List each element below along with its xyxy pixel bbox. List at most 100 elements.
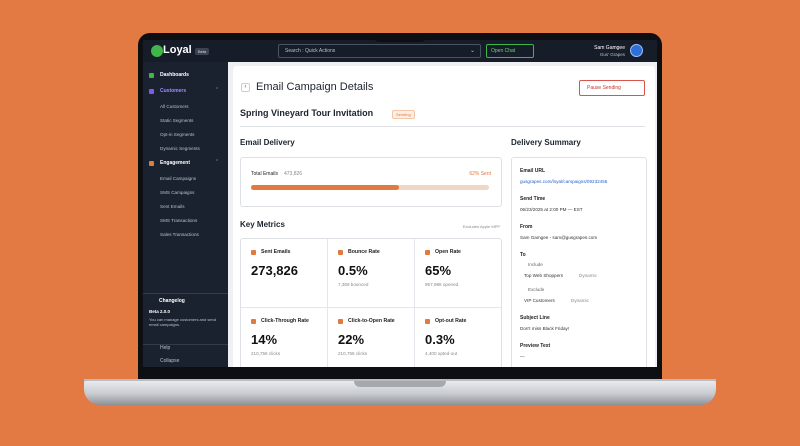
delivery-box: Total Emails 473,826 62% Sent [240, 157, 502, 207]
search-placeholder: Search : Quick Actions [285, 48, 336, 54]
changelog-title[interactable]: Changelog [159, 298, 185, 304]
metric-label: Bounce Rate [348, 249, 380, 255]
summary-box: Email URL gusgrapes.com/loyal/campaigns/… [511, 157, 647, 367]
include-segment[interactable]: Top Web Shoppers [524, 273, 563, 278]
send-time: 06/23/2025 at 2:00 PM — EST [520, 207, 583, 212]
email-url[interactable]: gusgrapes.com/loyal/campaigns/09232456 [520, 179, 608, 184]
nav-item[interactable]: All Customers [160, 104, 189, 109]
open-chat-button[interactable]: Open Chat [486, 44, 534, 58]
search-chevron: ⌄ [469, 48, 475, 54]
metric-detail: 210,756 clicks [338, 351, 368, 356]
nav-item[interactable]: Dynamic Segments [160, 146, 200, 151]
metric-icon [425, 319, 430, 324]
changelog-panel: Changelog Beta 2.0.0 You can manage cust… [143, 293, 228, 345]
metric-icon [338, 250, 343, 255]
metric-value: 0.5% [338, 263, 368, 278]
nav-section[interactable]: Engagement [160, 160, 191, 166]
nav-caret: ⌃ [215, 87, 220, 93]
search-box[interactable]: Search : Quick Actions ⌄ [278, 44, 481, 58]
divider [240, 126, 645, 127]
nav-item[interactable]: SMS Transactions [160, 218, 198, 223]
nav-caret: ⌃ [215, 159, 220, 165]
nav-icon [149, 89, 154, 94]
exclude-label: Exclude [528, 287, 545, 292]
metric-label: Click-Through Rate [261, 318, 309, 324]
metric-detail: 4,400 opted-out [425, 351, 458, 356]
field-label: To [520, 252, 526, 258]
sidebar: Changelog Beta 2.0.0 You can manage cust… [143, 62, 228, 367]
metric-card: Click-Through Rate 14% 210,756 clicks [241, 308, 328, 367]
sent-label: 62% Sent [469, 171, 491, 177]
user-org: Gus' Grapes [599, 52, 625, 57]
field-label: Send Time [520, 196, 546, 202]
metric-label: Sent Emails [261, 249, 291, 255]
metric-card: Bounce Rate 0.5% 7,369 bounced [328, 239, 415, 308]
field-label: Preview Text [520, 343, 551, 349]
pause-sending-label: Pause Sending [587, 85, 621, 91]
campaign-name: Spring Vineyard Tour Invitation [240, 108, 374, 118]
logo[interactable]: Loyal [163, 44, 192, 56]
metric-icon [251, 319, 256, 324]
nav-item[interactable]: Opt-in Segments [160, 132, 195, 137]
metric-value: 0.3% [425, 332, 455, 347]
metric-card: Open Rate 65% 957,986 opened [415, 239, 501, 308]
metric-detail: 957,986 opened [425, 282, 459, 287]
metric-icon [425, 250, 430, 255]
nav-item[interactable]: Static Segments [160, 118, 194, 123]
section-heading: Email Delivery [240, 138, 295, 147]
total-emails: 473,826 [284, 171, 303, 177]
include-type: Dynamic [579, 273, 597, 278]
laptop-opening [354, 381, 446, 387]
metric-label: Opt-out Rate [435, 318, 467, 324]
beta-badge: Beta [195, 48, 210, 55]
back-button[interactable]: ‹ [241, 83, 250, 92]
collapse-link[interactable]: Collapse [160, 358, 180, 364]
metric-value: 22% [338, 332, 365, 347]
progress-fill [251, 185, 399, 190]
changelog-version: Beta 2.0.0 [149, 309, 171, 314]
page-title: Email Campaign Details [256, 81, 374, 93]
nav-item[interactable]: Email Campaigns [160, 176, 196, 181]
nav-item[interactable]: SMS Campaigns [160, 190, 195, 195]
avatar[interactable] [630, 44, 643, 57]
top-bar: Loyal Beta Search : Quick Actions ⌄ Open… [143, 40, 657, 62]
open-chat-label: Open Chat [491, 48, 516, 54]
pause-sending-button[interactable]: Pause Sending [579, 80, 645, 96]
exclude-type: Dynamic [571, 298, 589, 303]
exclude-segment[interactable]: VIP Customers [524, 298, 555, 303]
status-badge: Sending [392, 110, 415, 119]
include-label: Include [528, 262, 543, 267]
progress-track [251, 185, 489, 190]
metric-card: Opt-out Rate 0.3% 4,400 opted-out [415, 308, 501, 367]
metric-label: Open Rate [435, 249, 461, 255]
metric-value: 14% [251, 332, 278, 347]
metric-card: Click-to-Open Rate 22% 210,756 clicks [328, 308, 415, 367]
user-name: Sam Gamgee [594, 45, 625, 51]
metrics-grid: Sent Emails 273,826 Bounce Rate 0.5% 7,369 b… [240, 238, 502, 367]
metric-card: Sent Emails 273,826 [241, 239, 328, 308]
field-label: From [520, 224, 533, 230]
metrics-note: Excludes Apple MPP [462, 224, 500, 229]
preview-text: — [520, 354, 525, 359]
metric-icon [338, 319, 343, 324]
nav-section[interactable]: Customers [160, 88, 187, 94]
nav-item[interactable]: Sales Transactions [160, 232, 199, 237]
changelog-text: You can manage customers and send email … [149, 317, 217, 327]
help-link[interactable]: Help [160, 345, 171, 351]
section-heading: Key Metrics [240, 220, 285, 229]
metric-icon [251, 250, 256, 255]
field-label: Subject Line [520, 315, 550, 321]
nav-section[interactable]: Dashboards [160, 72, 189, 78]
nav-icon [149, 73, 154, 78]
nav-item[interactable]: Sent Emails [160, 204, 185, 209]
field-label: Email URL [520, 168, 546, 174]
screen: Loyal Beta Search : Quick Actions ⌄ Open… [143, 40, 657, 367]
content-card: ‹ Email Campaign Details Pause Sending S… [233, 66, 655, 367]
nav-icon [149, 161, 154, 166]
metric-value: 273,826 [251, 263, 298, 278]
from: Sam Gamgee - sam@gusgrapes.com [520, 235, 598, 240]
logo-icon [151, 45, 163, 57]
subject: Don't miss Black Friday! [520, 326, 570, 331]
